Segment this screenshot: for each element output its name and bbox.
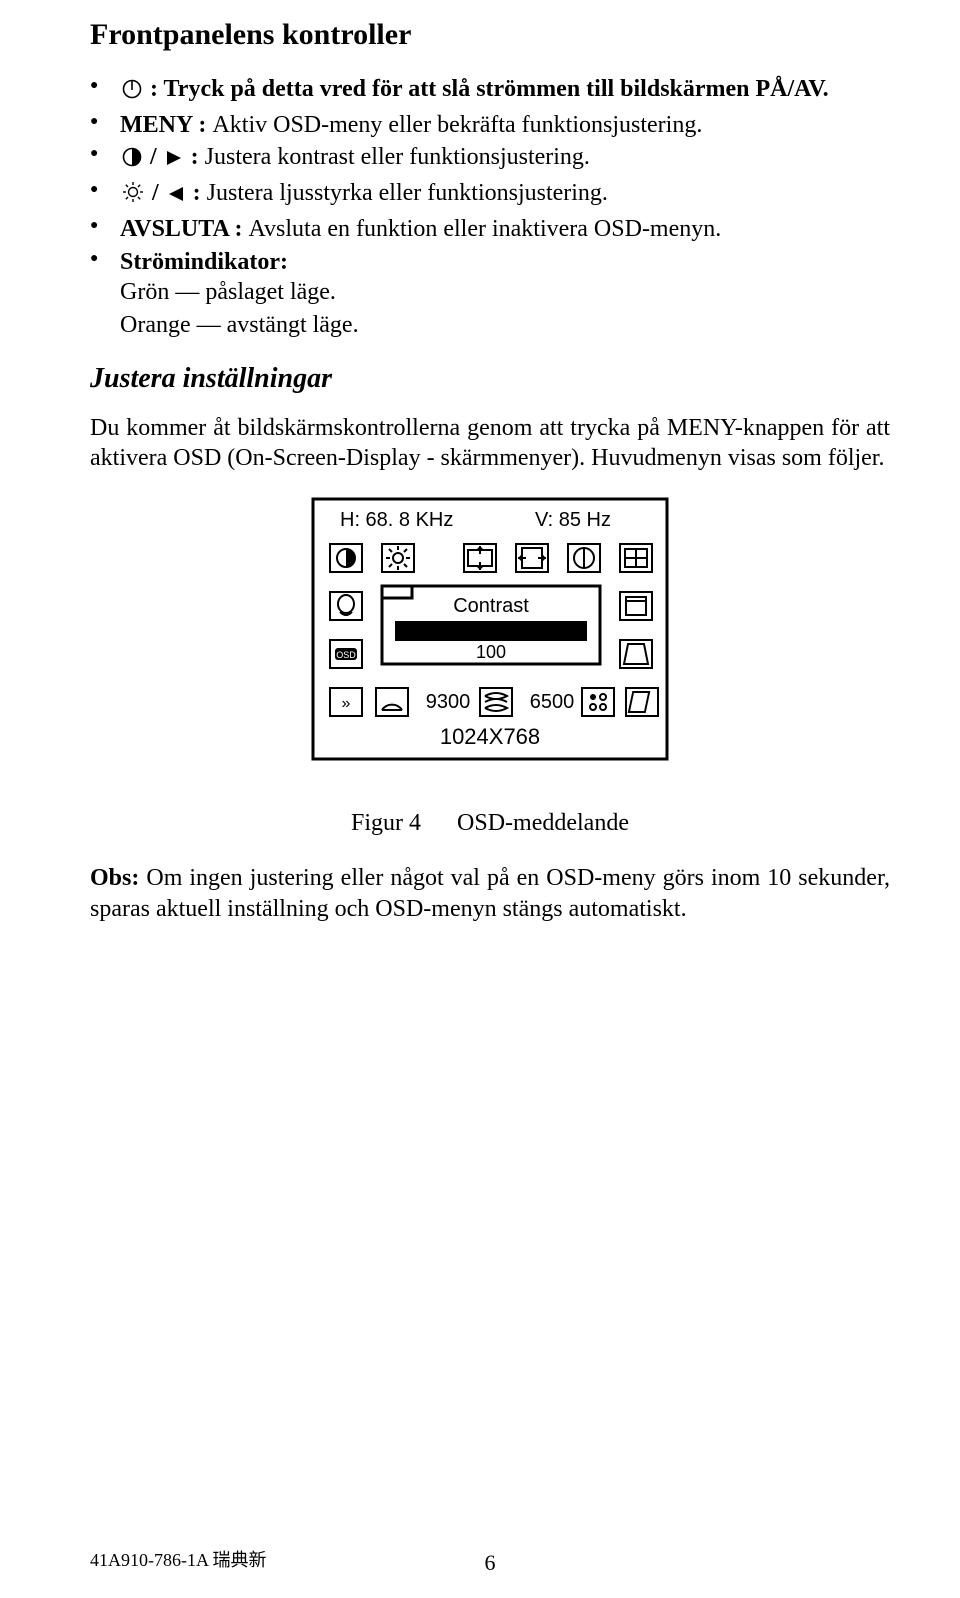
bullet-menu: MENY : Aktiv OSD-meny eller bekräfta fun…: [90, 110, 890, 141]
brightness-desc: Justera ljusstyrka eller funktionsjuster…: [207, 180, 608, 206]
footer-docid: 41A910-786-1A 瑞典新: [90, 1550, 267, 1570]
colon1: :: [191, 144, 205, 170]
colon2: :: [193, 180, 207, 206]
osd-resolution: 1024X768: [440, 724, 540, 749]
figcap-num: Figur 4: [351, 810, 421, 836]
heading-frontpanel: Frontpanelens kontroller: [90, 18, 890, 52]
menu-desc: Aktiv OSD-meny eller bekräfta funktionsj…: [212, 112, 702, 138]
figcap-text: OSD-meddelande: [457, 810, 629, 836]
osd-h: H: 68. 8 KHz: [340, 509, 453, 531]
osd-center-name: Contrast: [453, 595, 529, 617]
note-paragraph: Obs: Om ingen justering eller något val …: [90, 863, 890, 924]
bullet-contrast: / : Justera kontrast eller funktionsjust…: [90, 142, 890, 176]
svg-text:»: »: [342, 695, 351, 712]
control-list: : Tryck på detta vred för att slå strömm…: [90, 74, 890, 277]
indicator-green: Grön — påslaget läge.: [90, 277, 890, 308]
brightness-icon: [122, 181, 144, 212]
bullet-power: : Tryck på detta vred för att slå strömm…: [90, 74, 890, 108]
exit-label: AVSLUTA :: [120, 216, 248, 242]
contrast-desc: Justera kontrast eller funktionsjusterin…: [205, 144, 590, 170]
heading-adjust: Justera inställningar: [90, 363, 890, 395]
bullet-indicator: Strömindikator:: [90, 247, 890, 278]
right-triangle-icon: [165, 145, 183, 176]
figure-caption: Figur 4 OSD-meddelande: [90, 810, 890, 837]
left-triangle-icon: [167, 181, 185, 212]
osd-v: V: 85 Hz: [535, 509, 611, 531]
contrast-icon: [122, 145, 142, 176]
indicator-label: Strömindikator:: [120, 249, 288, 275]
note-text: Om ingen justering eller något val på en…: [90, 865, 890, 922]
menu-label: MENY :: [120, 112, 212, 138]
page-number: 6: [485, 1550, 496, 1576]
osd-center-value: 100: [476, 642, 506, 662]
slash1: /: [150, 144, 163, 170]
exit-desc: Avsluta en funktion eller inaktivera OSD…: [248, 216, 721, 242]
bullet-brightness: / : Justera ljusstyrka eller funktionsju…: [90, 178, 890, 212]
osd-9300: 9300: [426, 691, 471, 713]
osd-6500: 6500: [530, 691, 575, 713]
page-footer: 41A910-786-1A 瑞典新 6: [90, 1546, 890, 1572]
document-page: Frontpanelens kontroller : Tryck på dett…: [0, 0, 960, 1598]
bullet-exit: AVSLUTA : Avsluta en funktion eller inak…: [90, 214, 890, 245]
slash2: /: [152, 180, 165, 206]
osd-figure: H: 68. 8 KHz V: 85 Hz: [90, 496, 890, 786]
indicator-orange: Orange — avstängt läge.: [90, 310, 890, 341]
svg-text:OSD: OSD: [336, 650, 356, 660]
bullet-power-text: : Tryck på detta vred för att slå strömm…: [150, 76, 829, 102]
power-icon: [122, 77, 142, 108]
note-label: Obs:: [90, 865, 146, 891]
intro-paragraph: Du kommer åt bildskärmskontrollerna geno…: [90, 413, 890, 474]
osd-svg: H: 68. 8 KHz V: 85 Hz: [310, 496, 670, 786]
